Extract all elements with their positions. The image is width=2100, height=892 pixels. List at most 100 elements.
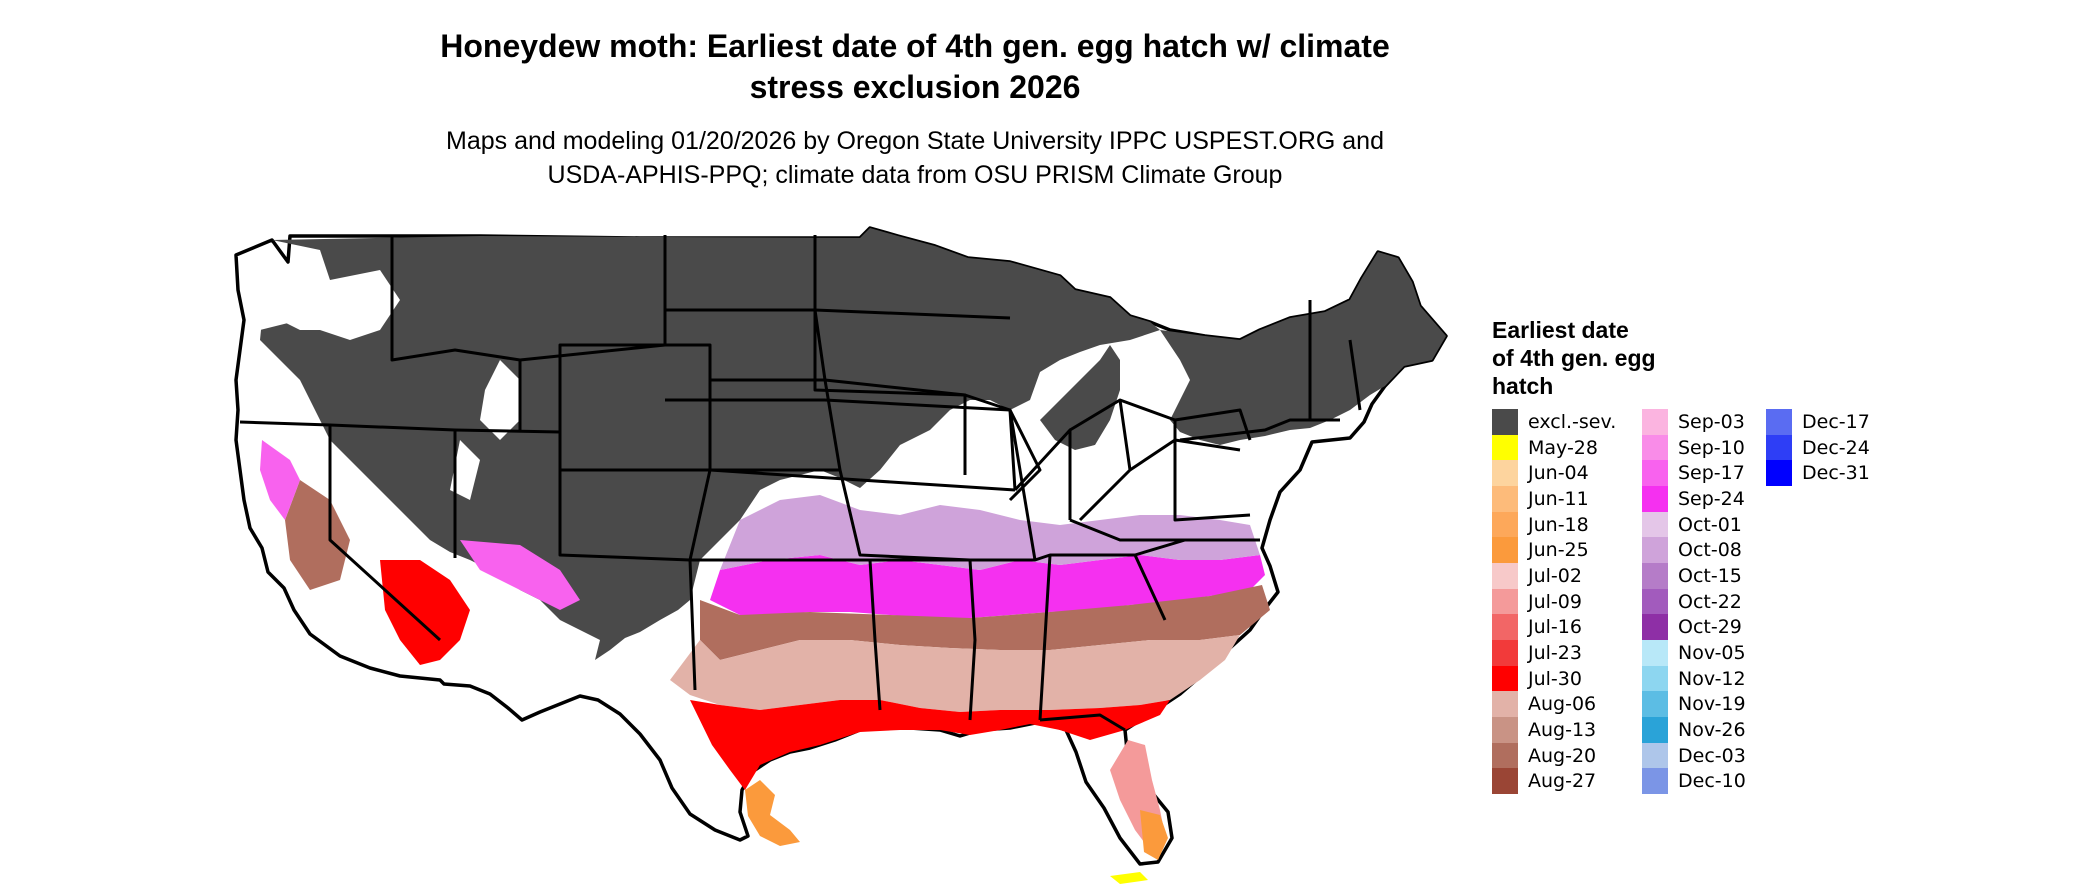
legend-swatch <box>1642 408 1668 435</box>
legend-swatch <box>1492 511 1518 538</box>
legend-column-3: Dec-17 Dec-24 Dec-31 <box>1766 408 1870 487</box>
legend-label: Aug-20 <box>1528 744 1597 767</box>
legend-swatch <box>1492 640 1518 667</box>
legend-label: excl.-sev. <box>1528 410 1617 433</box>
legend-swatch <box>1642 768 1668 795</box>
legend-label: May-28 <box>1528 436 1598 459</box>
legend-label: Nov-05 <box>1678 642 1746 665</box>
legend-swatch <box>1642 485 1668 512</box>
legend-item: Aug-06 <box>1492 691 1616 718</box>
map-title: Honeydew moth: Earliest date of 4th gen.… <box>200 26 1630 108</box>
legend-swatch <box>1492 768 1518 795</box>
legend-item: Jul-02 <box>1492 562 1616 589</box>
legend-swatch <box>1492 665 1518 692</box>
legend-label: Jun-18 <box>1528 513 1589 536</box>
legend-column-1: excl.-sev. May-28 Jun-04 Jun-11 Jun-18 Jun-25… <box>1492 408 1617 795</box>
legend-item: Jul-30 <box>1492 665 1616 692</box>
legend-item: Oct-22 <box>1642 588 1746 615</box>
legend-swatch <box>1642 537 1668 564</box>
legend-item: Oct-15 <box>1642 562 1746 589</box>
legend-item: Sep-24 <box>1642 485 1746 512</box>
legend-title-line-3: hatch <box>1492 373 1554 399</box>
legend-label: Jul-30 <box>1528 667 1582 690</box>
legend-label: Jun-04 <box>1528 462 1589 485</box>
legend-item: Aug-27 <box>1492 768 1616 795</box>
legend-title-line-2: of 4th gen. egg <box>1492 345 1656 371</box>
legend-item: Nov-12 <box>1642 665 1746 692</box>
legend-label: Oct-01 <box>1678 513 1742 536</box>
legend-swatch <box>1642 614 1668 641</box>
legend-label: Dec-17 <box>1802 410 1870 433</box>
legend-label: Nov-26 <box>1678 719 1746 742</box>
legend-label: Sep-24 <box>1678 487 1745 510</box>
legend-item: Jul-16 <box>1492 614 1616 641</box>
legend-label: Jun-25 <box>1528 539 1589 562</box>
legend-label: Jun-11 <box>1528 487 1589 510</box>
legend-title-line-1: Earliest date <box>1492 317 1629 343</box>
map-subtitle-line-1: Maps and modeling 01/20/2026 by Oregon S… <box>446 127 1384 155</box>
legend-item: Jun-18 <box>1492 511 1616 538</box>
legend-label: Aug-13 <box>1528 719 1597 742</box>
band-sw-magenta-2 <box>460 540 580 610</box>
legend-label: Oct-08 <box>1678 539 1742 562</box>
legend-swatch <box>1642 460 1668 487</box>
legend-label: Oct-22 <box>1678 590 1742 613</box>
legend-swatch <box>1492 460 1518 487</box>
legend-label: Sep-03 <box>1678 410 1745 433</box>
legend-label: Nov-12 <box>1678 667 1746 690</box>
legend-label: Jul-23 <box>1528 642 1582 665</box>
legend-item: Jul-09 <box>1492 588 1616 615</box>
legend-item: Dec-03 <box>1642 742 1746 769</box>
map-subtitle: Maps and modeling 01/20/2026 by Oregon S… <box>200 124 1630 192</box>
legend-swatch <box>1642 691 1668 718</box>
legend-label: Dec-03 <box>1678 744 1746 767</box>
legend-swatch <box>1492 434 1518 461</box>
legend-item: Aug-20 <box>1492 742 1616 769</box>
legend-item: Dec-31 <box>1766 460 1870 487</box>
band-oct <box>720 495 1260 570</box>
legend-label: Dec-31 <box>1802 462 1870 485</box>
band-sw-red <box>380 560 470 665</box>
map-title-line-2: stress exclusion 2026 <box>749 69 1081 105</box>
legend-swatch <box>1492 742 1518 769</box>
band-florida-south <box>1140 810 1168 860</box>
legend-item: Jul-23 <box>1492 640 1616 667</box>
hatch-date-bands <box>260 440 1270 884</box>
legend-item: May-28 <box>1492 434 1616 461</box>
legend-item: Jun-04 <box>1492 460 1616 487</box>
legend-item: Jun-25 <box>1492 537 1616 564</box>
band-jun <box>745 780 800 846</box>
legend-item: Aug-13 <box>1492 717 1616 744</box>
legend-swatch <box>1642 434 1668 461</box>
legend-swatch <box>1766 460 1792 487</box>
legend-item: Oct-01 <box>1642 511 1746 538</box>
legend-swatch <box>1492 485 1518 512</box>
legend-swatch <box>1766 408 1792 435</box>
legend-label: Sep-17 <box>1678 462 1745 485</box>
legend-swatch <box>1492 614 1518 641</box>
legend-item: Sep-17 <box>1642 460 1746 487</box>
legend-swatch <box>1766 434 1792 461</box>
legend-item: Dec-24 <box>1766 434 1870 461</box>
legend-swatch <box>1642 717 1668 744</box>
band-sw-magenta <box>260 440 300 520</box>
no-data-region <box>240 250 1280 545</box>
legend-item: Dec-17 <box>1766 408 1870 435</box>
legend-item: Sep-03 <box>1642 408 1746 435</box>
band-aug-late <box>700 585 1270 660</box>
legend-item: Nov-05 <box>1642 640 1746 667</box>
legend-title: Earliest date of 4th gen. egg hatch <box>1492 316 1722 400</box>
legend-item: Oct-08 <box>1642 537 1746 564</box>
legend-item: Sep-10 <box>1642 434 1746 461</box>
legend-swatch <box>1492 408 1518 435</box>
keys-yellow <box>1110 872 1148 884</box>
legend-label: Dec-10 <box>1678 770 1746 793</box>
legend-swatch <box>1642 640 1668 667</box>
band-sw-brown <box>285 480 350 590</box>
legend-swatch <box>1642 588 1668 615</box>
legend-label: Aug-06 <box>1528 693 1597 716</box>
map-title-line-1: Honeydew moth: Earliest date of 4th gen.… <box>440 28 1390 64</box>
legend-item: Nov-26 <box>1642 717 1746 744</box>
band-jul <box>690 700 1170 790</box>
